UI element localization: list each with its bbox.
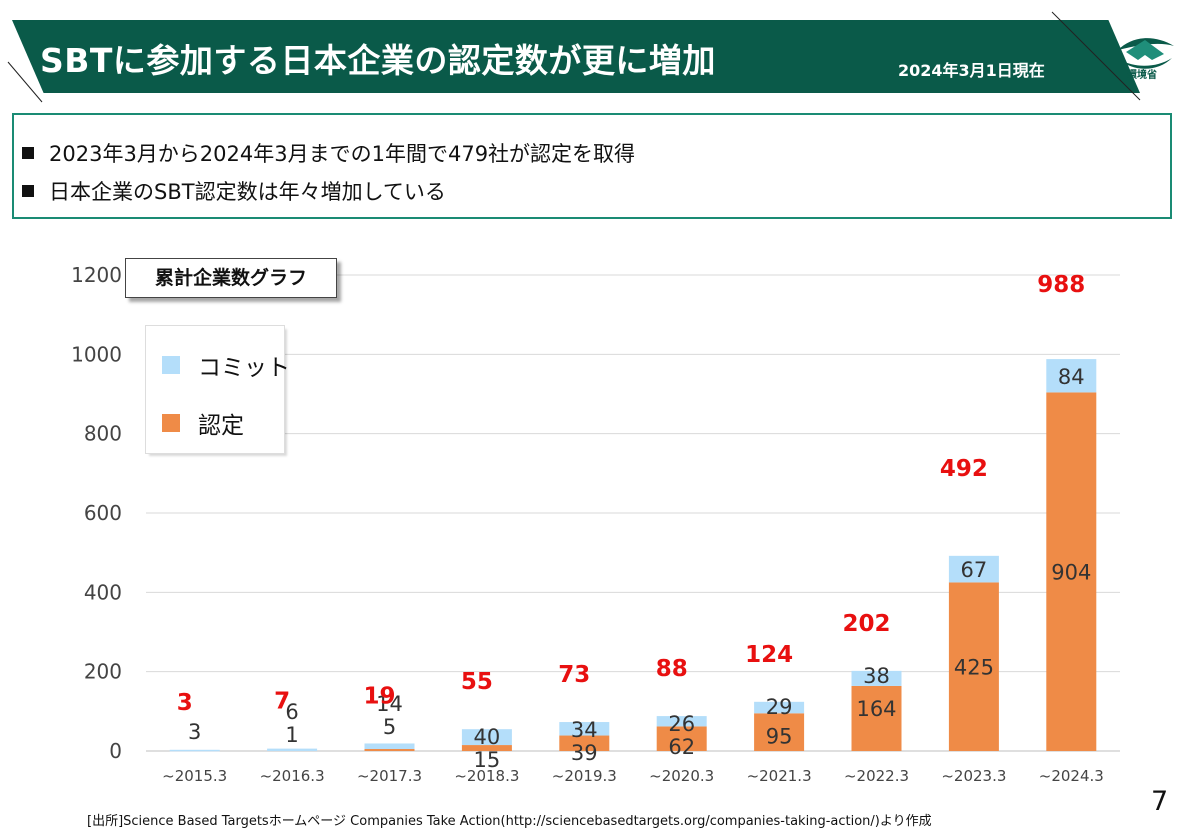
summary-text: 2023年3月から2024年3月までの1年間で479社が認定を取得 [49, 142, 636, 166]
total-label: 3 [177, 690, 193, 716]
x-tick-label: ~2019.3 [552, 767, 617, 785]
total-label: 88 [656, 656, 688, 682]
ministry-logo-icon [1118, 38, 1174, 69]
data-label-commit: 84 [1058, 365, 1085, 389]
total-label: 19 [363, 683, 395, 709]
legend-label-certified: 認定 [198, 413, 244, 439]
data-label-certified: 5 [383, 715, 396, 739]
summary-item: 2023年3月から2024年3月までの1年間で479社が認定を取得 [22, 138, 635, 168]
bar-certified [559, 735, 610, 751]
data-label-commit: 6 [285, 700, 298, 724]
x-tick-label: ~2021.3 [747, 767, 812, 785]
bar-commit [851, 670, 902, 686]
legend-label-commit: コミット [198, 355, 290, 381]
bar-commit [754, 701, 805, 714]
total-label: 988 [1037, 272, 1085, 298]
chart-legend: コミット 認定 [146, 326, 290, 453]
data-label-certified: 164 [856, 697, 896, 721]
bar-commit [559, 722, 610, 736]
summary-box [12, 113, 1172, 219]
as-of-date: 2024年3月1日現在 [898, 61, 1045, 80]
legend-swatch-commit [162, 356, 180, 374]
y-tick-label: 400 [84, 580, 122, 604]
total-label: 202 [842, 611, 890, 637]
x-tick-label: ~2023.3 [941, 767, 1006, 785]
square-bullet-icon [22, 185, 34, 197]
bar-certified [1046, 392, 1097, 751]
data-label-certified: 1 [285, 723, 298, 747]
data-label-commit: 26 [668, 712, 695, 736]
x-tick-label: ~2017.3 [357, 767, 422, 785]
legend-item-commit: コミット [162, 348, 290, 382]
data-label-commit: 67 [961, 558, 988, 582]
y-tick-label: 600 [84, 501, 122, 525]
ministry-logo-label: 環境省 [1127, 70, 1157, 81]
x-tick-label: ~2024.3 [1039, 767, 1104, 785]
x-tick-label: ~2020.3 [649, 767, 714, 785]
data-label-commit: 34 [571, 718, 598, 742]
total-label: 492 [940, 456, 988, 482]
x-tick-label: ~2018.3 [454, 767, 519, 785]
title-banner [12, 20, 1140, 93]
y-tick-label: 1000 [71, 342, 122, 366]
bar-commit [461, 729, 512, 746]
bar-commit [1046, 359, 1097, 393]
page-number: 7 [1151, 786, 1169, 817]
bar-certified [461, 745, 512, 751]
data-label-commit: 29 [766, 695, 793, 719]
total-label: 7 [274, 689, 290, 715]
y-tick-label: 1200 [71, 263, 122, 287]
summary-text: 日本企業のSBT認定数は年々増加している [49, 180, 446, 204]
square-bullet-icon [22, 147, 34, 159]
legend-swatch-certified [162, 414, 180, 432]
bar-certified [754, 713, 805, 751]
bar-commit [169, 749, 220, 752]
chart-title: 累計企業数グラフ [125, 258, 337, 298]
bar-certified [948, 582, 999, 751]
data-label-certified: 425 [954, 656, 994, 680]
data-label-commit: 38 [863, 664, 890, 688]
bar-commit [364, 743, 415, 750]
page-title: SBTに参加する日本企業の認定数が更に増加 [40, 41, 716, 80]
legend-item-certified: 認定 [162, 406, 244, 440]
bar-certified [656, 726, 707, 751]
x-tick-label: ~2015.3 [162, 767, 227, 785]
data-label-certified: 15 [474, 748, 501, 772]
y-tick-label: 200 [84, 660, 122, 684]
bar-certified [851, 685, 902, 751]
total-label: 73 [558, 662, 590, 688]
x-tick-label: ~2022.3 [844, 767, 909, 785]
x-tick-label: ~2016.3 [260, 767, 325, 785]
data-label-commit: 3 [188, 720, 201, 744]
y-tick-label: 800 [84, 422, 122, 446]
y-tick-label: 0 [109, 739, 122, 763]
bar-commit [948, 555, 999, 583]
total-label: 55 [461, 669, 493, 695]
source-note: [出所]Science Based Targetsホームページ Companie… [87, 814, 932, 829]
data-label-certified: 39 [571, 741, 598, 765]
data-label-certified: 904 [1051, 561, 1091, 585]
bar-commit [267, 748, 318, 751]
banner-edge-lines [7, 11, 1141, 103]
bar-commit [656, 716, 707, 727]
data-label-commit: 14 [376, 692, 403, 716]
bar-certified [364, 749, 415, 751]
total-label: 124 [745, 642, 793, 668]
data-label-commit: 40 [474, 725, 501, 749]
data-label-certified: 62 [668, 735, 695, 759]
summary-item: 日本企業のSBT認定数は年々増加している [22, 176, 446, 206]
data-label-certified: 95 [766, 724, 793, 748]
